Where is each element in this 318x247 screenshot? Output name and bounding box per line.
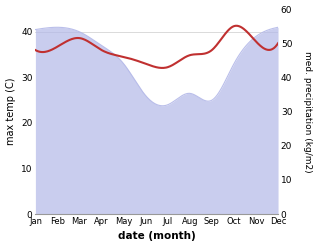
X-axis label: date (month): date (month) <box>118 231 196 242</box>
Y-axis label: max temp (C): max temp (C) <box>5 78 16 145</box>
Y-axis label: med. precipitation (kg/m2): med. precipitation (kg/m2) <box>303 51 313 172</box>
